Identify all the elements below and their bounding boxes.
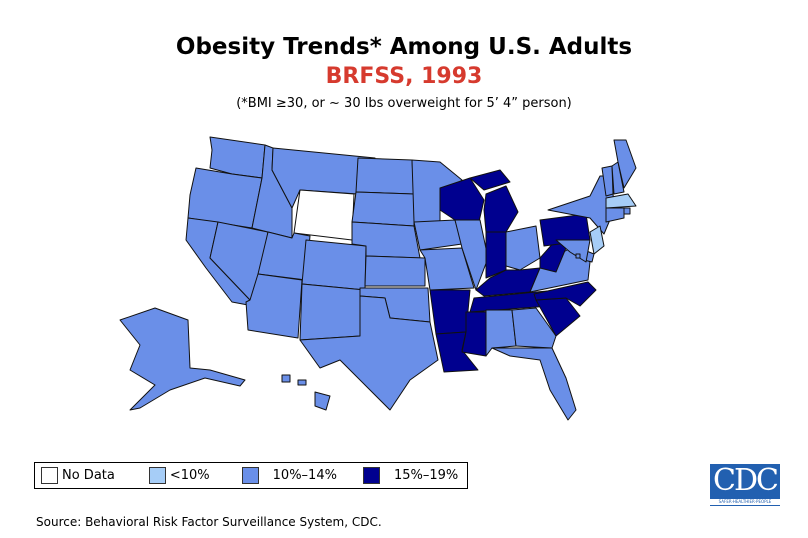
cdc-logo: CDC SAFER·HEALTHIER·PEOPLE bbox=[710, 464, 780, 506]
legend-label: No Data bbox=[62, 468, 115, 483]
state-nh bbox=[611, 161, 625, 195]
state-ct bbox=[605, 207, 625, 223]
state-ms bbox=[461, 311, 487, 357]
state-dc bbox=[575, 253, 581, 259]
state-nm bbox=[299, 283, 366, 341]
state-oh bbox=[505, 225, 541, 271]
legend-swatch bbox=[241, 467, 259, 484]
state-co bbox=[301, 239, 367, 291]
legend-item-under-10: <10% bbox=[148, 467, 210, 484]
legend-swatch bbox=[148, 467, 166, 484]
state-hi bbox=[281, 374, 331, 411]
state-nj bbox=[589, 225, 605, 255]
state-wy bbox=[293, 189, 355, 241]
state-ga bbox=[511, 307, 557, 349]
state-nd bbox=[355, 157, 415, 195]
map-subtitle: BRFSS, 1993 bbox=[325, 64, 483, 89]
state-ia bbox=[413, 219, 463, 251]
bmi-note: (*BMI ≥30, or ~ 30 lbs overweight for 5’… bbox=[236, 96, 572, 111]
map-title: Obesity Trends* Among U.S. Adults bbox=[175, 34, 633, 60]
legend-label: 15%–19% bbox=[393, 468, 459, 483]
state-ut bbox=[257, 231, 311, 281]
legend: No Data <10% 10%–14% 15%–19% bbox=[34, 462, 468, 489]
legend-swatch bbox=[362, 467, 380, 484]
legend-item-15-19: 15%–19% bbox=[362, 467, 459, 484]
state-ri bbox=[623, 207, 631, 215]
state-md bbox=[555, 239, 591, 263]
legend-item-no-data: No Data bbox=[41, 467, 115, 484]
legend-label: 10%–14% bbox=[272, 468, 337, 483]
state-fl bbox=[491, 347, 577, 421]
state-la bbox=[435, 331, 479, 373]
state-ar bbox=[429, 289, 471, 335]
cdc-tagline: SAFER·HEALTHIER·PEOPLE bbox=[710, 499, 780, 505]
state-mo bbox=[419, 247, 475, 291]
legend-label: <10% bbox=[169, 468, 210, 483]
state-nc bbox=[533, 281, 597, 307]
state-ky bbox=[475, 267, 541, 297]
state-vt bbox=[601, 165, 614, 197]
source-note: Source: Behavioral Risk Factor Surveilla… bbox=[36, 515, 382, 529]
legend-item-10-14: 10%–14% bbox=[241, 467, 337, 484]
state-ak bbox=[119, 307, 246, 411]
us-map bbox=[119, 136, 637, 421]
state-il bbox=[454, 219, 489, 291]
cdc-logo-text: CDC bbox=[713, 464, 779, 498]
state-me bbox=[613, 139, 637, 189]
state-al bbox=[485, 309, 517, 357]
state-ks bbox=[364, 255, 426, 287]
state-ma bbox=[605, 193, 637, 209]
state-tx bbox=[299, 295, 439, 411]
state-sd bbox=[351, 191, 415, 227]
legend-swatch bbox=[41, 467, 58, 484]
